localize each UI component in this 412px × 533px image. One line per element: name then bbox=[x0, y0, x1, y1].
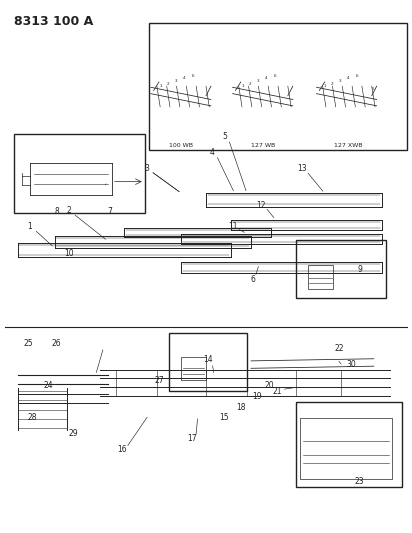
Text: 30: 30 bbox=[346, 360, 356, 369]
Bar bbox=[181, 357, 206, 381]
Text: 6: 6 bbox=[250, 275, 255, 284]
Text: 29: 29 bbox=[68, 429, 78, 438]
Text: 3: 3 bbox=[175, 79, 178, 83]
Text: 3: 3 bbox=[257, 79, 260, 83]
Text: 11: 11 bbox=[228, 222, 237, 231]
Text: 2: 2 bbox=[167, 82, 170, 86]
Text: 4: 4 bbox=[183, 76, 185, 80]
Text: 4: 4 bbox=[347, 76, 349, 80]
Bar bbox=[169, 333, 247, 391]
Text: 100 WB: 100 WB bbox=[169, 143, 194, 148]
Text: 18: 18 bbox=[236, 402, 246, 411]
Text: 27: 27 bbox=[154, 376, 164, 385]
Text: 24: 24 bbox=[44, 381, 53, 390]
Text: 4: 4 bbox=[265, 76, 267, 80]
Text: 2: 2 bbox=[249, 82, 251, 86]
Text: 1: 1 bbox=[241, 84, 244, 88]
FancyBboxPatch shape bbox=[300, 418, 392, 479]
Text: 127 WB: 127 WB bbox=[251, 143, 275, 148]
Text: 17: 17 bbox=[187, 434, 197, 443]
Text: 20: 20 bbox=[265, 381, 274, 390]
Text: 7: 7 bbox=[108, 207, 112, 216]
Text: 5: 5 bbox=[222, 132, 227, 141]
Text: 2: 2 bbox=[66, 206, 71, 215]
Text: 25: 25 bbox=[23, 339, 33, 348]
Text: 15: 15 bbox=[220, 413, 229, 422]
Text: 8: 8 bbox=[54, 207, 59, 216]
Text: 9: 9 bbox=[357, 265, 362, 273]
Text: 26: 26 bbox=[52, 339, 61, 348]
Text: 1: 1 bbox=[323, 84, 326, 88]
Text: 4: 4 bbox=[210, 148, 215, 157]
Text: 16: 16 bbox=[117, 445, 127, 454]
Text: 28: 28 bbox=[27, 413, 37, 422]
Text: 13: 13 bbox=[297, 164, 307, 173]
Text: 6: 6 bbox=[355, 74, 358, 78]
Text: 3: 3 bbox=[144, 164, 149, 173]
Bar bbox=[308, 265, 333, 289]
Text: 12: 12 bbox=[257, 201, 266, 210]
Text: 3: 3 bbox=[339, 79, 342, 83]
Text: 10: 10 bbox=[64, 249, 74, 258]
Bar bbox=[296, 402, 403, 487]
Text: 21: 21 bbox=[273, 386, 282, 395]
Text: 5: 5 bbox=[372, 87, 374, 91]
Text: 23: 23 bbox=[355, 477, 364, 486]
Text: 6: 6 bbox=[192, 74, 194, 78]
Text: 19: 19 bbox=[252, 392, 262, 401]
Text: 22: 22 bbox=[334, 344, 344, 353]
Bar bbox=[296, 240, 386, 298]
Bar bbox=[149, 22, 407, 150]
Text: 14: 14 bbox=[203, 355, 213, 364]
Text: 8313 100 A: 8313 100 A bbox=[14, 14, 93, 28]
Bar bbox=[14, 134, 145, 214]
Text: 2: 2 bbox=[331, 82, 333, 86]
Text: 6: 6 bbox=[274, 74, 276, 78]
Text: 127 XWB: 127 XWB bbox=[334, 143, 362, 148]
Text: 1: 1 bbox=[160, 84, 162, 88]
Text: 1: 1 bbox=[28, 222, 33, 231]
